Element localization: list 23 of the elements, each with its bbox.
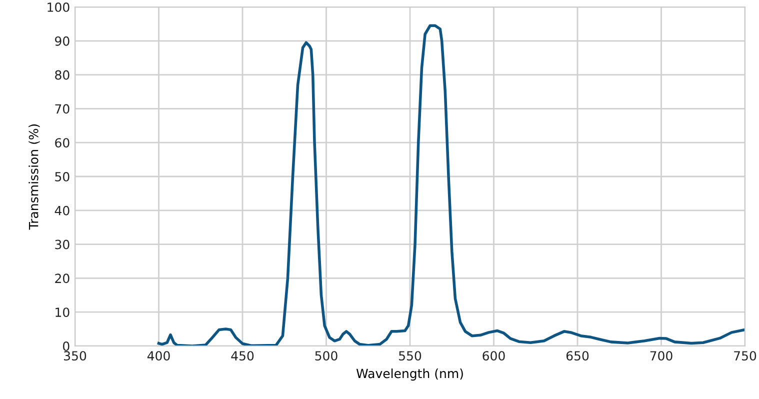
y-tick-label: 80 [55,70,70,80]
y-tick-label: 60 [55,138,70,148]
x-tick-label: 650 [566,351,589,361]
x-tick-label: 700 [650,351,672,361]
y-tick-label: 20 [55,274,70,284]
y-axis-title: Transmission (%) [28,124,40,230]
x-tick-label: 350 [64,351,86,361]
x-tick-label: 750 [734,351,756,361]
y-tick-label: 40 [54,206,70,216]
x-tick-label: 550 [399,351,422,361]
y-tick-label: 10 [56,308,70,318]
y-tick-label: 30 [55,240,70,250]
x-tick-label: 450 [231,351,254,361]
y-tick-label: 70 [55,104,70,114]
y-tick-label: 90 [55,36,70,46]
line-series [157,24,745,346]
x-tick-label: 400 [147,351,170,361]
x-tick-label: 600 [482,351,505,361]
y-tick-label: 50 [55,172,70,182]
y-tick-label: 100 [48,2,70,12]
x-axis-title: Wavelength (nm) [356,368,463,381]
y-tick-label: 0 [63,341,70,351]
x-tick-label: 500 [315,351,338,361]
